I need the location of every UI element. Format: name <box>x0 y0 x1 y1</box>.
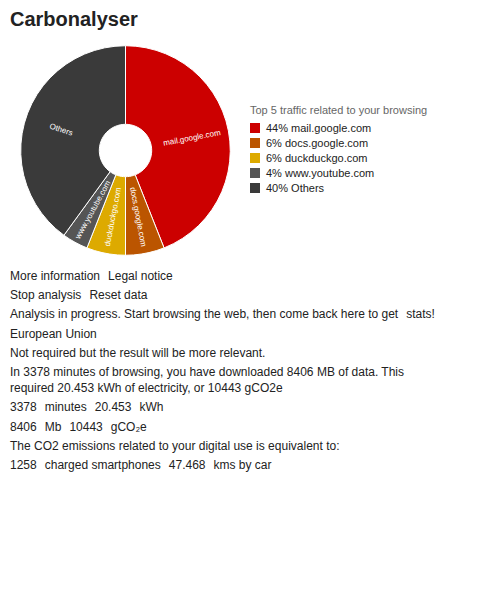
html-text:The CO2 emissions related to y: The CO2 emissions related to your digita… <box>10 438 340 453</box>
svg-text:docs.google.com: docs.google.com <box>128 186 148 247</box>
html-text:4% www.youtube.com: 4% www.youtube.com <box>266 166 375 179</box>
html-text:47.468: 47.468 <box>168 457 206 472</box>
html-text:Stop analysis: Stop analysis <box>10 288 82 303</box>
html-text:Top 5 traffic related to your: Top 5 traffic related to your browsing <box>250 103 428 116</box>
html-text:kms by car: kms by car <box>213 457 272 472</box>
html-text:Carbonalyser: Carbonalyser <box>10 8 138 30</box>
html-text:3378: 3378 <box>10 400 37 415</box>
html-text:6% docs.google.com: 6% docs.google.com <box>266 136 369 149</box>
svg-text:mail.google.com: mail.google.com <box>162 128 221 148</box>
svg-text:www.youtube.com: www.youtube.com <box>73 179 113 241</box>
html-text:In 3378 minutes of browsing, y: In 3378 minutes of browsing, you have do… <box>10 364 404 379</box>
html-text:Mb: Mb <box>44 419 62 434</box>
html-text:kWh: kWh <box>139 400 164 415</box>
html-text:minutes: minutes <box>44 400 87 415</box>
html-text:8406: 8406 <box>10 419 37 434</box>
html-text:Reset data: Reset data <box>89 288 148 303</box>
html-text:European Union: European Union <box>10 326 97 341</box>
html-text:charged smartphones: charged smartphones <box>44 457 161 472</box>
html-text:More information: More information <box>10 269 100 283</box>
html-text:1258: 1258 <box>10 457 37 472</box>
html-text:required 20.453 kWh of electri: required 20.453 kWh of electricity, or 1… <box>10 381 283 396</box>
html-text:stats!: stats! <box>406 307 435 322</box>
svg-text:Others: Others <box>48 122 74 138</box>
html-text:Analysis in progress. Start br: Analysis in progress. Start browsing the… <box>10 307 399 322</box>
html-text:Not required but the result wi: Not required but the result will be more… <box>10 345 266 360</box>
html-text:gCO₂e: gCO₂e <box>110 419 147 434</box>
html-text:20.453: 20.453 <box>94 400 132 415</box>
html-text:10443: 10443 <box>69 419 103 434</box>
html-text:44% mail.google.com: 44% mail.google.com <box>266 121 372 134</box>
svg-text:duckduckgo.com: duckduckgo.com <box>102 186 123 248</box>
html-text:40% Others: 40% Others <box>266 181 325 194</box>
html-text:6% duckduckgo.com: 6% duckduckgo.com <box>266 151 368 164</box>
html-text:Legal notice: Legal notice <box>108 269 173 283</box>
